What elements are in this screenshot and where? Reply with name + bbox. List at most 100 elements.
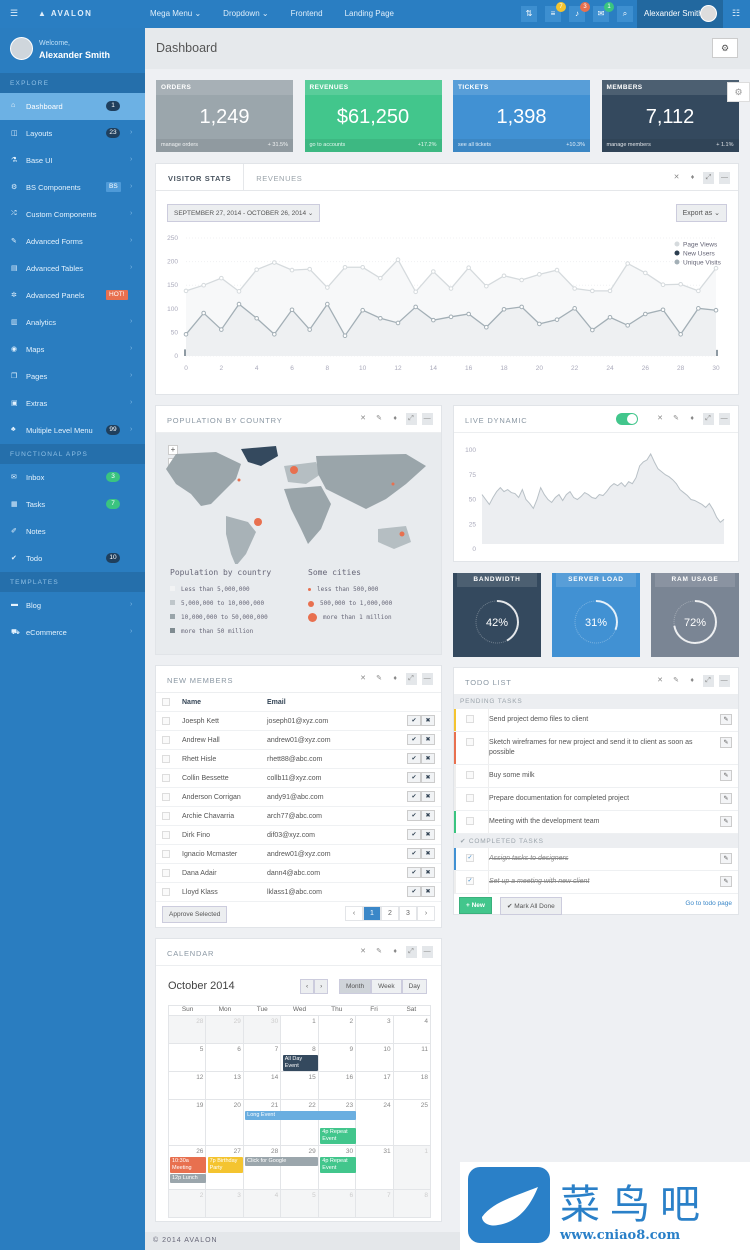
close-icon[interactable]: ✕ xyxy=(360,675,367,682)
todo-checkbox[interactable] xyxy=(466,771,474,779)
pagination-page[interactable]: 1 xyxy=(363,906,381,921)
color-icon[interactable]: ♦ xyxy=(690,415,695,422)
approve-check-icon[interactable]: ✔ xyxy=(407,810,421,821)
calendar-prev-button[interactable]: ‹ xyxy=(300,979,315,994)
edit-pencil-icon[interactable]: ✎ xyxy=(720,770,732,781)
reject-x-icon[interactable]: ✖ xyxy=(421,829,435,840)
mark-all-done-button[interactable]: ✔ Mark All Done xyxy=(500,897,562,915)
approve-check-icon[interactable]: ✔ xyxy=(407,886,421,897)
sidebar-item-analytics[interactable]: ▥ Analytics › xyxy=(0,309,145,336)
row-checkbox[interactable] xyxy=(162,812,170,820)
close-icon[interactable]: ✕ xyxy=(657,415,664,422)
select-all-checkbox[interactable] xyxy=(162,698,170,706)
reject-x-icon[interactable]: ✖ xyxy=(421,772,435,783)
edit-icon[interactable]: ✎ xyxy=(376,948,383,955)
calendar-day[interactable]: 11 xyxy=(393,1044,431,1072)
calendar-day[interactable]: 3 xyxy=(206,1190,244,1218)
stat-link[interactable]: manage members xyxy=(606,142,651,148)
todo-checkbox[interactable]: ✓ xyxy=(466,854,474,862)
edit-icon[interactable]: ✎ xyxy=(376,415,383,422)
calendar-day[interactable]: 4 xyxy=(393,1016,431,1044)
row-checkbox[interactable] xyxy=(162,888,170,896)
calendar-day[interactable]: 2 xyxy=(318,1016,357,1044)
row-checkbox[interactable] xyxy=(162,755,170,763)
edit-pencil-icon[interactable]: ✎ xyxy=(720,853,732,864)
approve-check-icon[interactable]: ✔ xyxy=(407,791,421,802)
sidebar-item-base-ui[interactable]: ⚗ Base UI › xyxy=(0,147,145,174)
row-checkbox[interactable] xyxy=(162,850,170,858)
row-checkbox[interactable] xyxy=(162,774,170,782)
settings-button[interactable]: ⚙ xyxy=(712,38,738,58)
calendar-day[interactable]: 29 xyxy=(206,1016,244,1044)
top-menu-landing-page[interactable]: Landing Page xyxy=(344,9,394,18)
expand-icon[interactable]: ⤢ xyxy=(703,172,714,184)
reject-x-icon[interactable]: ✖ xyxy=(421,810,435,821)
close-icon[interactable]: ✕ xyxy=(657,677,664,684)
top-menu-frontend[interactable]: Frontend xyxy=(290,9,323,18)
bell-button[interactable]: ♪ 3 xyxy=(569,2,590,22)
edit-icon[interactable]: ✎ xyxy=(673,415,680,422)
approve-check-icon[interactable]: ✔ xyxy=(407,715,421,726)
sidebar-item-advanced-tables[interactable]: ▤ Advanced Tables › xyxy=(0,255,145,282)
reject-x-icon[interactable]: ✖ xyxy=(421,734,435,745)
sidebar-item-advanced-forms[interactable]: ✎ Advanced Forms › xyxy=(0,228,145,255)
calendar-view-week[interactable]: Week xyxy=(371,979,402,994)
search-button[interactable]: ⌕ xyxy=(617,6,633,22)
calendar-day[interactable]: 12 xyxy=(169,1072,207,1100)
sidebar-item-maps[interactable]: ◉ Maps › xyxy=(0,336,145,363)
todo-checkbox[interactable] xyxy=(466,738,474,746)
calendar-event[interactable]: Long Event xyxy=(245,1111,356,1120)
calendar-day[interactable]: 25 xyxy=(393,1100,431,1146)
calendar-day[interactable]: 1 xyxy=(393,1146,431,1190)
export-button[interactable]: Export as ⌄ xyxy=(675,204,727,222)
todo-checkbox[interactable] xyxy=(466,794,474,802)
expand-icon[interactable]: ⤢ xyxy=(703,413,714,425)
top-menu-mega-menu[interactable]: Mega Menu ⌄ xyxy=(150,9,202,18)
calendar-event[interactable]: 10:30a Meeting xyxy=(170,1157,206,1173)
calendar-event[interactable]: All Day Event xyxy=(282,1055,319,1071)
expand-icon[interactable]: ⤢ xyxy=(703,675,714,687)
sidebar-item-inbox[interactable]: ✉ Inbox 3 xyxy=(0,464,145,491)
sidebar-item-layouts[interactable]: ◫ Layouts 23 › xyxy=(0,120,145,147)
pagination-next[interactable]: › xyxy=(417,906,435,921)
calendar-day[interactable]: 6 xyxy=(206,1044,244,1072)
calendar-day[interactable]: 1 xyxy=(281,1016,319,1044)
calendar-day[interactable]: 28 xyxy=(243,1146,282,1190)
brand-logo[interactable]: ▲ AVALON xyxy=(38,9,93,18)
stat-link[interactable]: go to accounts xyxy=(309,142,346,148)
pagination-page[interactable]: 3 xyxy=(399,906,417,921)
sidebar-item-tasks[interactable]: ▦ Tasks 7 xyxy=(0,491,145,518)
stat-link[interactable]: see all tickets xyxy=(458,142,492,148)
sidebar-item-custom-components[interactable]: ⤮ Custom Components › xyxy=(0,201,145,228)
row-checkbox[interactable] xyxy=(162,736,170,744)
pagination-prev[interactable]: ‹ xyxy=(345,906,363,921)
color-icon[interactable]: ♦ xyxy=(393,948,398,955)
sidebar-item-todo[interactable]: ✔ Todo 10 xyxy=(0,545,145,572)
calendar-day[interactable]: 10 xyxy=(356,1044,394,1072)
calendar-event[interactable]: 12p Lunch xyxy=(170,1174,206,1183)
todo-checkbox[interactable] xyxy=(466,817,474,825)
pagination-page[interactable]: 2 xyxy=(381,906,399,921)
calendar-next-button[interactable]: › xyxy=(314,979,329,994)
calendar-day[interactable]: 17 xyxy=(356,1072,394,1100)
expand-icon[interactable]: ⤢ xyxy=(406,946,417,958)
calendar-day[interactable]: 20 xyxy=(206,1100,244,1146)
sidebar-item-bs-components[interactable]: ⚙ BS Components BS › xyxy=(0,174,145,201)
close-icon[interactable]: ✕ xyxy=(673,174,680,181)
calendar-day[interactable]: 28 xyxy=(169,1016,207,1044)
top-menu-dropdown[interactable]: Dropdown ⌄ xyxy=(223,9,269,18)
edit-pencil-icon[interactable]: ✎ xyxy=(720,816,732,827)
calendar-day[interactable]: 18 xyxy=(393,1072,431,1100)
sidebar-item-blog[interactable]: ▬ Blog › xyxy=(0,592,145,619)
row-checkbox[interactable] xyxy=(162,717,170,725)
new-task-button[interactable]: + New xyxy=(459,897,492,914)
minimize-icon[interactable]: — xyxy=(719,675,730,687)
calendar-day[interactable]: 7 xyxy=(243,1044,282,1072)
approve-check-icon[interactable]: ✔ xyxy=(407,734,421,745)
calendar-day[interactable]: 27 xyxy=(206,1146,244,1190)
approve-check-icon[interactable]: ✔ xyxy=(407,829,421,840)
approve-selected-button[interactable]: Approve Selected xyxy=(162,906,228,923)
minimize-icon[interactable]: — xyxy=(719,172,730,184)
go-to-todo-link[interactable]: Go to todo page xyxy=(685,900,732,907)
reject-x-icon[interactable]: ✖ xyxy=(421,715,435,726)
